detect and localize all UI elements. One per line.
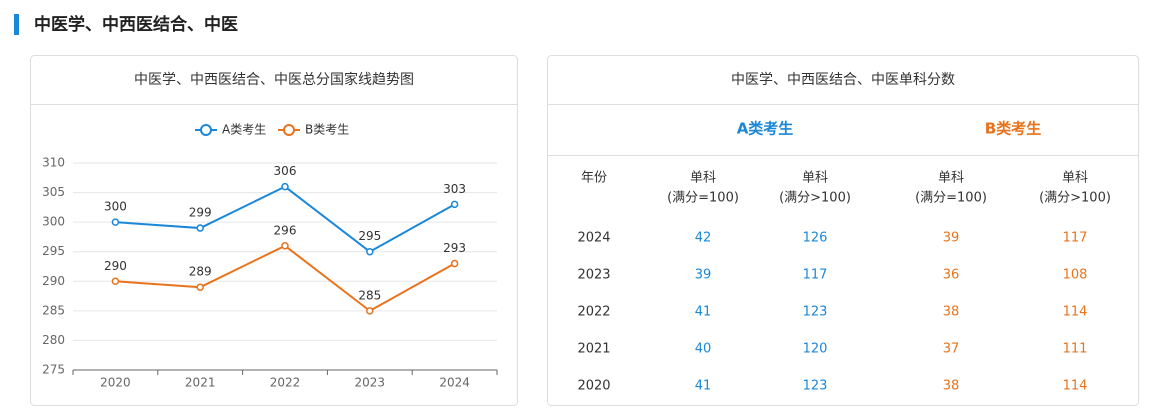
point [111, 218, 120, 226]
header-cell: (满分>100) [779, 191, 851, 206]
legend-marker [200, 124, 212, 136]
header-cell: 单科 [690, 171, 716, 186]
x-tick-label: 2024 [439, 376, 470, 390]
table-cell: 40 [695, 342, 712, 357]
point [450, 259, 459, 268]
group-label: A类考生 [737, 120, 794, 138]
legend-label: B类考生 [305, 123, 349, 137]
header-cell: 单科 [938, 171, 964, 186]
data-label: 293 [443, 241, 466, 255]
table-cell: 111 [1063, 342, 1088, 357]
y-tick-label: 280 [42, 333, 65, 347]
table-cell: 123 [803, 379, 828, 394]
chart-title: 中医学、中西医结合、中医总分国家线趋势图 [134, 71, 414, 88]
table-cell: 37 [943, 342, 960, 357]
x-tick-label: 2022 [270, 376, 301, 390]
header-cell: (满分=100) [915, 191, 987, 206]
data-label: 285 [358, 288, 381, 302]
point [196, 224, 204, 232]
header-cell: 单科 [1062, 171, 1088, 186]
y-tick-label: 285 [42, 303, 65, 317]
data-label: 296 [274, 223, 297, 237]
chart-card [30, 55, 518, 406]
table-cell: 2021 [577, 342, 610, 357]
table-card [547, 55, 1139, 406]
table-cell: 36 [943, 268, 960, 283]
data-label: 295 [358, 229, 381, 243]
point [111, 277, 120, 286]
point [366, 247, 374, 256]
table-cell: 41 [695, 379, 712, 394]
legend-label: A类考生 [222, 123, 266, 137]
table-cell: 42 [695, 231, 712, 246]
table-cell: 123 [803, 305, 828, 320]
x-tick-label: 2021 [185, 376, 216, 390]
point [196, 283, 204, 291]
header-cell: (满分>100) [1039, 191, 1111, 206]
y-tick-label: 305 [42, 185, 65, 199]
data-label: 303 [443, 182, 466, 196]
point [366, 307, 374, 315]
y-tick-label: 310 [42, 156, 65, 170]
table-title: 中医学、中西医结合、中医单科分数 [731, 72, 955, 88]
table-cell: 2020 [577, 379, 610, 394]
data-label: 306 [274, 164, 297, 178]
table-cell: 39 [943, 231, 960, 246]
group-label: B类考生 [985, 120, 1041, 138]
heading-bar [14, 14, 19, 35]
data-label: 289 [189, 265, 212, 279]
header-cell: (满分=100) [667, 191, 739, 206]
table-cell: 39 [695, 268, 712, 283]
table-cell: 41 [695, 305, 712, 320]
table-cell: 2023 [577, 268, 610, 283]
point [281, 182, 289, 191]
page-heading: 中医学、中西医结合、中医 [34, 14, 238, 35]
table-cell: 38 [943, 305, 960, 320]
y-tick-label: 295 [42, 244, 65, 258]
table-cell: 117 [1063, 231, 1088, 246]
table-cell: 120 [803, 342, 828, 357]
legend-marker [283, 124, 295, 136]
x-tick-label: 2023 [355, 376, 386, 390]
data-label: 299 [189, 206, 212, 220]
table-cell: 114 [1063, 305, 1088, 320]
table-cell: 108 [1063, 268, 1088, 283]
data-label: 290 [104, 259, 127, 273]
table-cell: 2024 [577, 231, 610, 246]
table-cell: 114 [1063, 379, 1088, 394]
x-tick-label: 2020 [100, 376, 131, 390]
y-tick-label: 290 [42, 274, 65, 288]
point [281, 242, 289, 250]
point [450, 200, 459, 209]
table-cell: 2022 [577, 305, 610, 320]
header-cell: 单科 [802, 171, 828, 186]
data-label: 300 [104, 200, 127, 214]
y-tick-label: 300 [42, 215, 65, 229]
header-cell: 年份 [581, 171, 607, 186]
y-tick-label: 275 [42, 363, 65, 377]
table-cell: 126 [803, 231, 828, 246]
table-cell: 38 [943, 379, 960, 394]
table-cell: 117 [803, 268, 828, 283]
